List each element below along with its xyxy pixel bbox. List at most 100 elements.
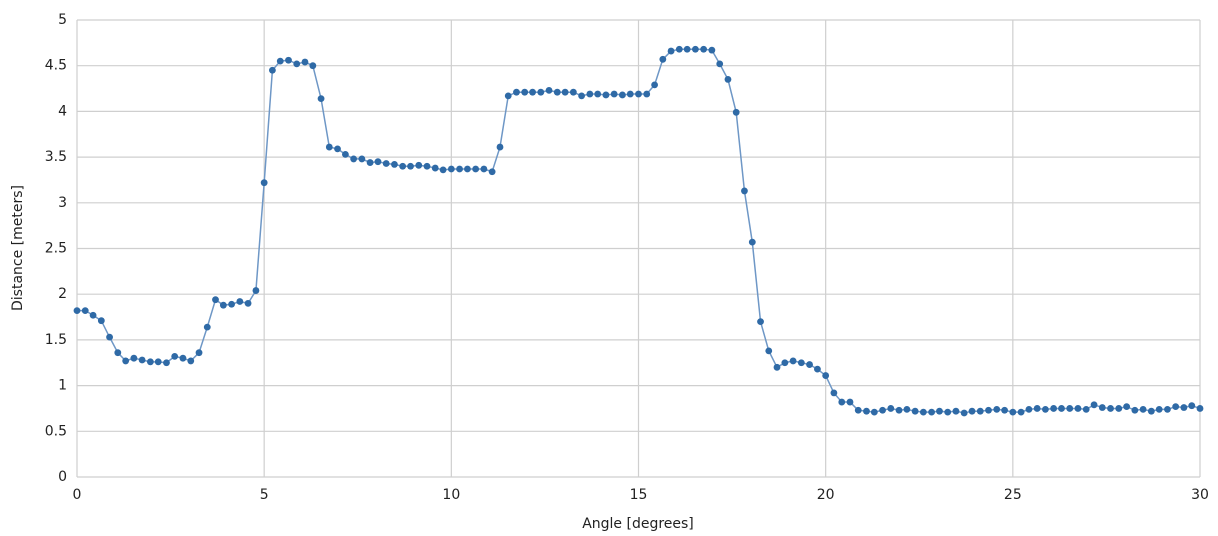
data-point [789, 357, 797, 365]
data-point [1025, 405, 1033, 413]
data-point [439, 166, 447, 174]
data-point [1058, 405, 1065, 412]
data-point [895, 406, 903, 414]
data-point [472, 165, 480, 173]
data-point [1180, 404, 1188, 411]
data-point [228, 300, 235, 308]
data-point [1196, 405, 1204, 412]
data-point [1172, 403, 1180, 411]
data-point [1082, 405, 1090, 413]
x-tick-label: 10 [442, 487, 460, 503]
data-point [163, 359, 170, 367]
data-point [456, 165, 463, 173]
data-point [301, 58, 309, 66]
data-point [219, 301, 227, 309]
x-tick-label: 5 [260, 487, 269, 503]
data-point [1115, 405, 1123, 412]
y-tick-label: 2.5 [45, 241, 67, 257]
data-point [667, 47, 675, 55]
data-point [626, 90, 634, 98]
data-point [407, 162, 414, 170]
data-point [797, 359, 805, 367]
data-point [122, 357, 130, 365]
data-point [1009, 408, 1017, 416]
data-point [529, 88, 536, 96]
data-point [260, 179, 268, 187]
data-point [1033, 405, 1041, 412]
data-point [1074, 405, 1082, 412]
data-point [691, 45, 699, 53]
data-point [358, 155, 366, 163]
data-point [781, 359, 789, 367]
data-point [488, 168, 496, 176]
data-point [89, 311, 97, 319]
data-point [1123, 403, 1131, 411]
y-tick-label: 0 [58, 469, 67, 485]
data-point [879, 406, 886, 414]
data-point [838, 398, 846, 406]
data-point [651, 81, 658, 89]
data-point [1131, 406, 1139, 414]
data-point [1188, 402, 1196, 410]
data-point [806, 361, 813, 368]
data-point [683, 45, 691, 53]
data-point [81, 307, 89, 315]
data-point [1066, 405, 1074, 412]
y-tick-label: 2 [58, 286, 67, 302]
data-point [968, 407, 976, 415]
data-point [366, 159, 374, 166]
data-point [496, 143, 504, 151]
data-point [1139, 405, 1147, 413]
data-point [919, 408, 927, 416]
x-tick-label: 20 [817, 487, 835, 503]
y-tick-label: 4 [58, 103, 67, 119]
y-axis-title: Distance [meters] [10, 185, 26, 311]
data-point [635, 90, 642, 98]
data-point [236, 298, 244, 305]
data-point [212, 296, 219, 304]
data-point [317, 95, 325, 103]
data-point [504, 92, 512, 100]
data-point [610, 90, 618, 98]
data-point [1147, 407, 1155, 415]
x-tick-label: 15 [630, 487, 648, 503]
data-point [822, 372, 830, 379]
data-point [708, 46, 716, 54]
data-point [374, 158, 382, 166]
data-point [561, 88, 569, 96]
data-point [195, 349, 203, 357]
data-point [244, 299, 252, 307]
data-point [423, 162, 431, 170]
data-point [993, 405, 1001, 413]
data-point [586, 90, 594, 98]
data-point [716, 60, 724, 68]
data-point [285, 56, 292, 64]
data-point [1098, 404, 1106, 411]
data-point [350, 155, 358, 163]
data-point [293, 60, 301, 68]
data-point [447, 165, 455, 173]
data-point [513, 88, 520, 96]
data-point [97, 317, 105, 325]
data-point [675, 45, 683, 53]
data-point [480, 165, 488, 173]
data-point [724, 76, 732, 83]
data-point [464, 165, 471, 173]
y-tick-label: 5 [58, 12, 67, 28]
data-point [309, 62, 317, 70]
data-point [985, 406, 992, 414]
data-point [863, 407, 870, 415]
x-tick-label: 0 [73, 487, 82, 503]
data-point [334, 145, 341, 153]
data-point [415, 161, 423, 169]
data-point [138, 356, 146, 364]
data-point [73, 307, 81, 315]
data-point [903, 405, 911, 413]
x-axis-title: Angle [degrees] [582, 516, 694, 532]
data-point [545, 86, 553, 94]
data-point [521, 88, 529, 96]
data-point [1017, 408, 1025, 416]
data-point [537, 88, 545, 96]
y-tick-label: 3.5 [45, 149, 67, 165]
